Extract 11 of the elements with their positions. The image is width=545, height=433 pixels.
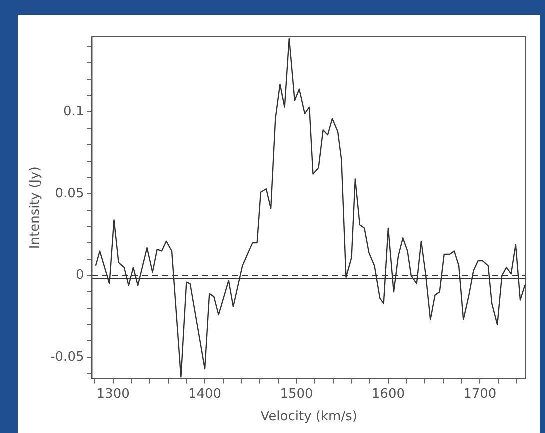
y-tick-label: 0 xyxy=(76,268,84,284)
x-tick-label: 1400 xyxy=(188,386,222,402)
y-tick-label: 0.1 xyxy=(64,104,84,120)
y-axis-title: Intensity (Jy) xyxy=(28,166,44,250)
x-tick-label: 1300 xyxy=(96,386,130,402)
x-tick-label: 1600 xyxy=(372,386,405,402)
x-axis-title: Velocity (km/s) xyxy=(260,410,358,425)
y-tick-label: -0.05 xyxy=(50,350,84,365)
x-tick-label: 1700 xyxy=(464,386,497,402)
y-tick-label: 0.05 xyxy=(55,186,84,202)
x-tick-label: 1500 xyxy=(280,386,314,402)
